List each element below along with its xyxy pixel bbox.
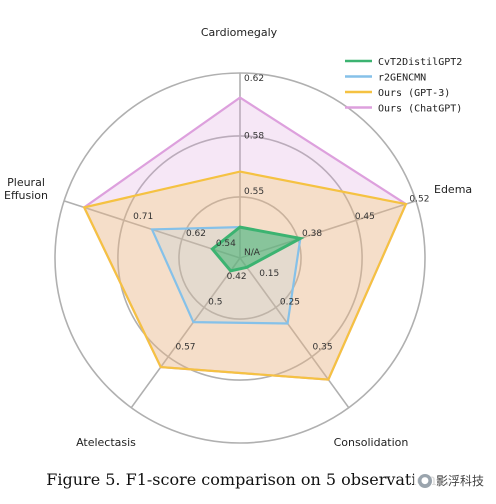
axis-label-2: Edema (434, 183, 472, 196)
tick-label-6: 0.45 (355, 212, 375, 222)
axis-spoke-4 (130, 257, 241, 409)
tick-label-1: 0.62 (244, 74, 264, 84)
radar-chart: 0.62 0.58 0.55 N/A 0.52 0.45 0.38 0.35 0.25 0.15 0… (4, 26, 472, 449)
axis-labels: Cardiomegaly Edema Consolidation Atelectasi… (4, 26, 472, 449)
tick-label-11: 0.57 (175, 342, 195, 352)
tick-label-16: 0.54 (216, 239, 236, 249)
legend-label-2: r2GENCMN (378, 73, 426, 84)
watermark-text: 影浮科技 (435, 474, 484, 488)
tick-label-10: 0.15 (259, 269, 279, 279)
series-polygon-1 (210, 225, 305, 273)
tick-label-3: 0.55 (244, 187, 264, 197)
wechat-logo-icon: ● (417, 473, 432, 488)
tick-label-4: N/A (244, 248, 261, 258)
figure-caption: Figure 5. F1-score comparison on 5 obser… (46, 470, 450, 489)
tick-label-12: 0.5 (208, 297, 222, 307)
tick-labels: 0.62 0.58 0.55 N/A 0.52 0.45 0.38 0.35 0.25 0.15 0… (133, 74, 429, 352)
tick-label-8: 0.35 (313, 342, 333, 352)
legend-label-3: Ours (GPT-3) (378, 88, 450, 99)
axis-label-1: Cardiomegaly (201, 26, 278, 39)
legend: CvT2DistilGPT2 r2GENCMN Ours (GPT-3) Ours (… (345, 57, 462, 115)
tick-label-7: 0.38 (302, 229, 322, 239)
axis-label-3: Consolidation (334, 436, 409, 449)
axis-spoke-3 (239, 257, 350, 409)
tick-label-9: 0.25 (280, 297, 300, 307)
tick-label-2: 0.58 (244, 131, 264, 141)
series-polygon-3 (82, 170, 408, 381)
axis-label-4: Atelectasis (76, 436, 136, 449)
legend-label-1: CvT2DistilGPT2 (378, 57, 462, 68)
tick-label-13: 0.42 (227, 272, 247, 282)
tick-label-15: 0.62 (186, 229, 206, 239)
radar-series (82, 96, 408, 381)
axis-label-5: Pleural Effusion (4, 176, 48, 202)
tick-label-5: 0.52 (409, 194, 429, 204)
legend-label-4: Ours (ChatGPT) (378, 104, 462, 115)
tick-label-14: 0.71 (133, 212, 153, 222)
watermark: ● 影浮科技 (413, 470, 488, 491)
